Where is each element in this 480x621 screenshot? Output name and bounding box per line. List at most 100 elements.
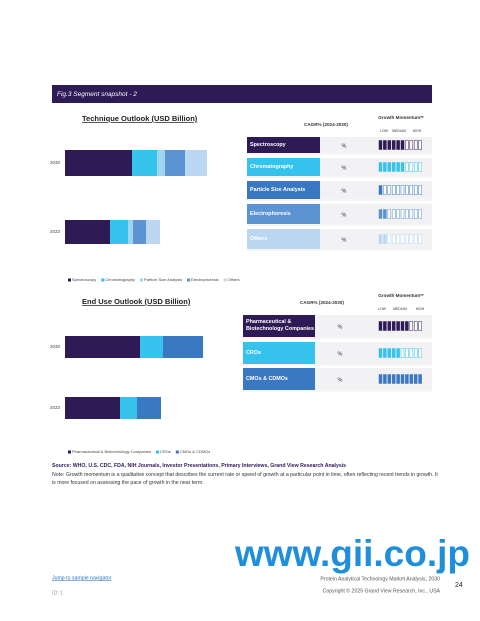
cagr-value: % <box>338 324 343 330</box>
bar-segment <box>163 336 203 358</box>
momentum-empty <box>418 140 422 150</box>
cagr-value: % <box>342 212 347 218</box>
source: Source: WHO, U.S. CDC, FDA, NIH Journals… <box>52 463 347 469</box>
momentum-empty <box>413 234 418 244</box>
momentum-empty <box>400 185 405 195</box>
segment-name: Pharmaceutical & Biotechnology Companies <box>246 319 314 332</box>
chart-title: Technique Outlook (USD Billion) <box>82 114 198 123</box>
momentum-empty <box>400 234 405 244</box>
segment-cell-text: CMOs & CDMOs <box>246 375 288 382</box>
momentum-filled <box>378 209 383 219</box>
momentum-empty <box>409 234 414 244</box>
momentum-filled <box>400 140 405 150</box>
cagr-value: % <box>338 377 343 383</box>
watermark: www.gii.co.jp <box>234 533 470 574</box>
momentum-filled <box>396 348 400 358</box>
category-label: 2030 <box>50 344 61 349</box>
segment-cell <box>247 137 320 153</box>
category-label: 2023 <box>50 229 61 234</box>
momentum-filled <box>391 140 396 150</box>
row-background <box>315 315 432 337</box>
momentum-gauge <box>378 185 422 195</box>
cagr-value: % <box>342 143 347 149</box>
category-label: 2023 <box>50 405 61 410</box>
segment-cell-text: Chromatography <box>250 163 294 170</box>
segment-name: Chromatography <box>250 163 294 170</box>
segment-cell <box>247 181 320 199</box>
momentum-filled <box>378 374 383 384</box>
bar-segment <box>110 220 128 244</box>
bar-segment <box>157 150 165 176</box>
momentum-filled <box>391 321 396 331</box>
legend-swatch <box>187 278 191 282</box>
momentum-filled <box>383 348 387 358</box>
momentum-gauge <box>378 348 422 358</box>
momentum-empty <box>396 185 400 195</box>
momentum-filled <box>378 140 383 150</box>
page-number: 24 <box>455 582 463 589</box>
segment-cell <box>247 158 320 176</box>
momentum-empty <box>396 209 400 219</box>
legend-swatch <box>68 450 71 454</box>
momentum-filled <box>383 374 387 384</box>
momentum-empty <box>413 140 418 150</box>
momentum-empty <box>391 185 396 195</box>
header-title: Fig.3 Segment snapshot - 2 <box>57 91 137 98</box>
row-background <box>315 368 432 390</box>
row-background <box>320 229 432 249</box>
legend-label: Electrophoresis <box>191 277 219 282</box>
momentum-empty <box>409 162 414 172</box>
momentum-filled <box>405 321 409 331</box>
momentum-filled <box>400 321 405 331</box>
momentum-header: Growth Momentum** <box>378 115 424 120</box>
momentum-empty <box>405 348 409 358</box>
row-background <box>315 342 432 364</box>
momentum-filled <box>400 374 405 384</box>
momentum-empty <box>418 321 422 331</box>
bar-segment <box>65 397 120 419</box>
momentum-empty <box>418 234 422 244</box>
copyright: Copyright © 2025 Grand View Research, In… <box>323 587 441 594</box>
level-label: MEDIUM <box>393 307 407 311</box>
page-id: ID: 1 <box>52 590 63 596</box>
sample-link[interactable]: Jump to sample navigator <box>52 575 112 581</box>
note: Note: Growth momentum is a qualitative c… <box>52 472 438 486</box>
segment-name: Spectroscopy <box>250 141 286 148</box>
bar-segment <box>146 220 160 244</box>
header-bar <box>52 85 432 103</box>
momentum-filled <box>387 374 392 384</box>
momentum-filled <box>378 234 383 244</box>
momentum-empty <box>391 234 396 244</box>
momentum-filled <box>396 321 400 331</box>
legend-swatch <box>101 278 105 282</box>
category-label: 2030 <box>50 160 61 165</box>
level-label: HIGH <box>413 129 422 133</box>
momentum-gauge <box>378 321 422 331</box>
row-background <box>320 204 432 224</box>
momentum-empty <box>387 209 392 219</box>
legend-swatch <box>68 278 71 282</box>
momentum-filled <box>391 162 396 172</box>
momentum-filled <box>409 374 414 384</box>
bar-segment <box>128 220 133 244</box>
momentum-empty <box>409 209 414 219</box>
bar-segment <box>65 220 110 244</box>
momentum-filled <box>387 140 392 150</box>
segment-name: CMOs & CDMOs <box>246 375 288 382</box>
momentum-filled <box>383 209 387 219</box>
momentum-empty <box>405 185 409 195</box>
momentum-empty <box>418 348 422 358</box>
momentum-gauge <box>378 140 422 150</box>
momentum-empty <box>391 209 396 219</box>
momentum-gauge <box>378 209 422 219</box>
legend-swatch <box>140 278 144 282</box>
legend-label: Spectroscopy <box>72 277 96 282</box>
momentum-empty <box>409 348 414 358</box>
momentum-header: Growth Momentum** <box>378 293 424 298</box>
momentum-filled <box>378 185 383 195</box>
momentum-empty <box>413 321 418 331</box>
momentum-empty <box>409 140 414 150</box>
momentum-empty <box>383 185 387 195</box>
momentum-filled <box>400 162 405 172</box>
